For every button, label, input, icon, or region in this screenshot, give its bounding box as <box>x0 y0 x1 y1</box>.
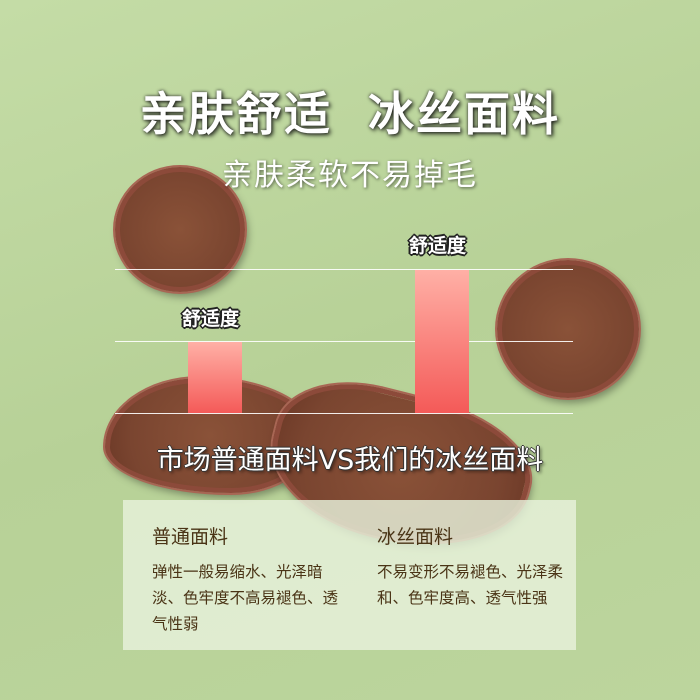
ice-silk-title: 冰丝面料 <box>377 526 454 548</box>
subheadline: 亲肤柔软不易掉毛 <box>222 158 478 193</box>
regular-fabric-column: 普通面料 弹性一般易缩水、光泽暗淡、色牢度不高易褪色、透气性弱 <box>152 522 342 637</box>
regular-fabric-title: 普通面料 <box>152 526 229 548</box>
headline: 亲肤舒适 冰丝面料 <box>139 87 561 141</box>
bar-regular-fabric <box>188 342 242 413</box>
comparison-caption: 市场普通面料VS我们的冰丝面料 <box>156 445 544 476</box>
brown-circle-patch <box>115 167 245 292</box>
ice-silk-column: 冰丝面料 不易变形不易褪色、光泽柔和、色牢度高、透气性强 <box>377 522 567 611</box>
bar-ice-silk-fabric <box>415 270 469 413</box>
gridline <box>115 269 573 270</box>
ice-silk-text: 不易变形不易褪色、光泽柔和、色牢度高、透气性强 <box>377 563 564 607</box>
bar-label-regular: 舒适度 <box>182 308 240 330</box>
brown-circle-patch <box>497 260 639 398</box>
gridline <box>115 341 573 342</box>
comparison-panel: 普通面料 弹性一般易缩水、光泽暗淡、色牢度不高易褪色、透气性弱 冰丝面料 不易变… <box>123 500 576 650</box>
bar-label-ice-silk: 舒适度 <box>409 235 467 257</box>
gridline <box>115 413 573 414</box>
regular-fabric-text: 弹性一般易缩水、光泽暗淡、色牢度不高易褪色、透气性弱 <box>152 563 339 633</box>
